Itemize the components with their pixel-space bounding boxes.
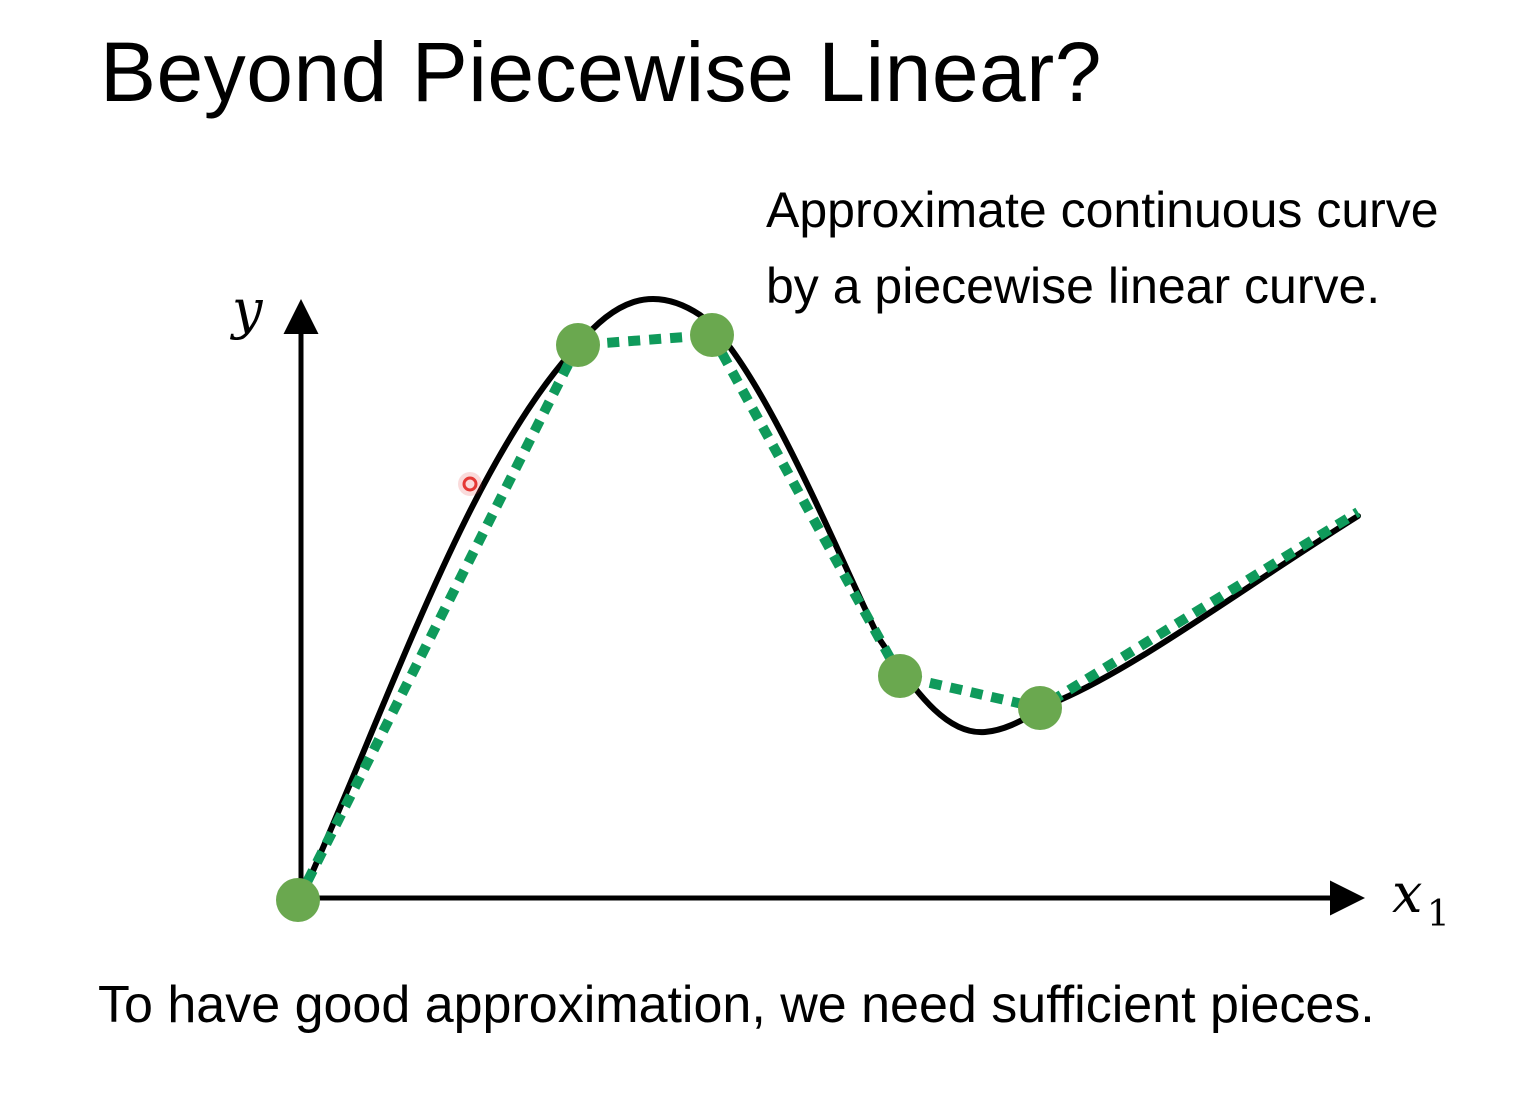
breakpoint	[556, 323, 600, 367]
continuous-curve	[298, 296, 1361, 901]
x-axis-label-group: x 1	[1392, 862, 1450, 935]
caption-line-1: Approximate continuous curve	[766, 182, 1439, 238]
footer-text: To have good approximation, we need suff…	[98, 976, 1375, 1034]
x-axis-label: x	[1392, 862, 1422, 925]
x-axis-subscript: 1	[1427, 894, 1450, 935]
pointer-glow	[458, 472, 482, 496]
breakpoint	[1018, 686, 1062, 730]
pointer-dot	[462, 476, 478, 492]
caption: Approximate continuous curve by a piecew…	[766, 172, 1439, 324]
piecewise-linear-curve	[293, 329, 1361, 903]
caption-line-2: by a piecewise linear curve.	[766, 258, 1381, 314]
breakpoint	[276, 878, 320, 922]
breakpoint	[690, 313, 734, 357]
breakpoint	[878, 654, 922, 698]
slide-title: Beyond Piecewise Linear?	[100, 25, 1102, 119]
y-axis-label: y	[230, 278, 264, 341]
